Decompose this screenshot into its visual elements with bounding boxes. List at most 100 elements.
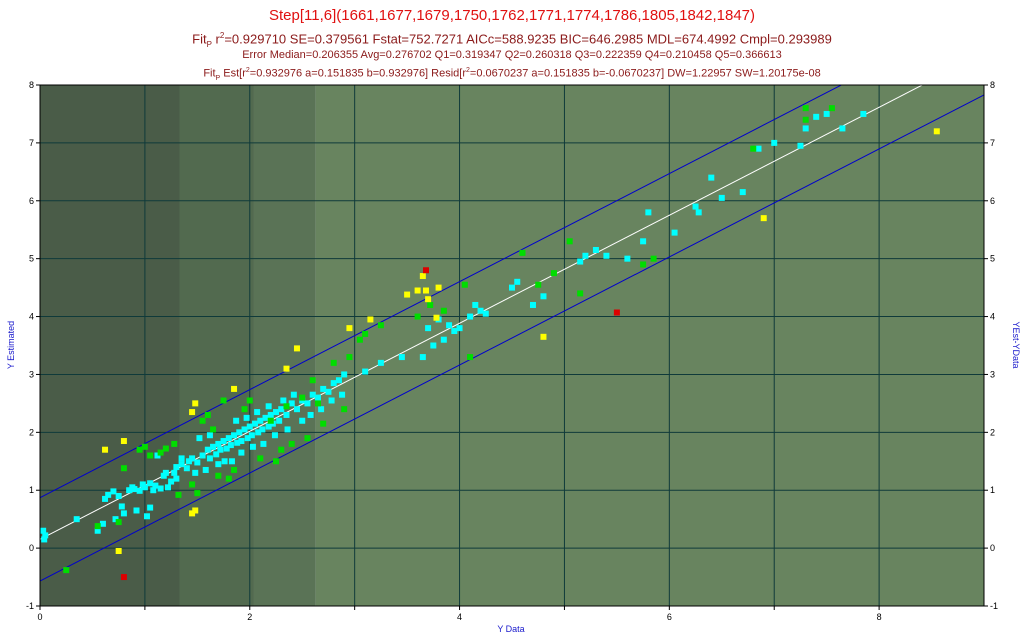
y-tick-label: 8 xyxy=(29,80,34,90)
data-point-cyan xyxy=(217,446,224,453)
data-point-yellow xyxy=(192,507,199,514)
y-tick-label: 5 xyxy=(29,254,34,264)
lower-band-line xyxy=(40,94,984,582)
data-point-cyan xyxy=(164,484,171,491)
data-point-cyan xyxy=(509,284,515,291)
data-point-cyan xyxy=(813,113,820,120)
data-point-cyan xyxy=(252,420,259,427)
data-point-cyan xyxy=(482,310,489,317)
data-point-cyan xyxy=(192,469,199,476)
data-point-cyan xyxy=(40,527,47,534)
data-point-cyan xyxy=(173,464,180,471)
data-point-yellow xyxy=(115,548,122,555)
data-point-cyan xyxy=(592,246,599,253)
data-point-cyan xyxy=(273,409,279,416)
y-tick-label: 2 xyxy=(29,427,34,437)
data-point-cyan xyxy=(430,342,437,349)
data-point-cyan xyxy=(695,209,702,216)
data-point-cyan xyxy=(204,446,211,453)
fit-stats-line: FitP r2=0.929710 SE=0.379561 Fstat=752.7… xyxy=(0,28,1024,53)
data-point-cyan xyxy=(477,307,484,314)
data-point-red xyxy=(422,267,429,274)
data-point-green xyxy=(157,449,164,456)
data-point-cyan xyxy=(265,403,272,410)
data-point-green xyxy=(246,397,253,404)
data-point-cyan xyxy=(755,145,762,152)
data-point-cyan xyxy=(419,354,426,361)
data-point-cyan xyxy=(152,482,159,489)
data-point-cyan xyxy=(102,495,109,502)
data-point-green xyxy=(828,105,835,112)
data-point-red xyxy=(613,309,620,316)
data-point-cyan xyxy=(168,478,175,485)
data-point-cyan xyxy=(692,203,699,210)
data-point-cyan xyxy=(328,397,335,404)
data-point-green xyxy=(189,481,196,488)
data-point-cyan xyxy=(136,487,143,494)
x-tick-label: 6 xyxy=(667,612,672,622)
y-tick-label: 6 xyxy=(29,196,34,206)
data-point-green xyxy=(162,445,169,452)
data-point-cyan xyxy=(540,293,547,300)
data-point-cyan xyxy=(160,472,167,479)
error-stats-line: Error Median=0.206355 Avg=0.276702 Q1=0.… xyxy=(242,49,782,61)
data-point-yellow xyxy=(760,215,767,222)
chart-title: Step[11,6](1661,1677,1679,1750,1762,1771… xyxy=(269,7,755,24)
data-point-cyan xyxy=(330,380,337,387)
data-point-green xyxy=(356,336,363,343)
fit-prefix: Fit xyxy=(192,31,207,47)
data-point-cyan xyxy=(440,336,447,343)
data-point-cyan xyxy=(451,328,458,335)
fit-r: r xyxy=(211,31,220,47)
est-prefix: Fit xyxy=(203,67,216,80)
data-point-green xyxy=(63,567,70,574)
y-tick-label-right: 6 xyxy=(990,196,995,206)
data-point-cyan xyxy=(307,411,314,418)
data-point-green xyxy=(341,406,348,413)
est-c: =0.0670237 a=0.151835 b=-0.0670237] DW=1… xyxy=(469,67,821,80)
data-point-cyan xyxy=(671,229,678,236)
data-point-cyan xyxy=(126,487,133,494)
data-point-green xyxy=(136,446,143,453)
data-point-green xyxy=(199,417,206,424)
data-point-cyan xyxy=(236,429,243,436)
data-point-cyan xyxy=(708,174,715,181)
data-point-cyan xyxy=(120,510,127,517)
data-point-cyan xyxy=(215,440,222,447)
data-point-cyan xyxy=(41,536,48,543)
data-point-cyan xyxy=(154,452,161,459)
data-point-cyan xyxy=(171,469,178,476)
data-point-cyan xyxy=(73,516,80,523)
data-point-green xyxy=(535,281,542,288)
data-point-yellow xyxy=(404,291,411,298)
data-point-cyan xyxy=(472,301,479,308)
data-point-cyan xyxy=(514,278,521,285)
data-point-green xyxy=(120,465,127,472)
data-point-green xyxy=(346,354,353,361)
data-point-cyan xyxy=(115,493,122,500)
data-point-cyan xyxy=(529,301,536,308)
data-point-green xyxy=(362,330,369,337)
data-point-cyan xyxy=(283,411,290,418)
data-point-cyan xyxy=(141,484,148,491)
data-point-green xyxy=(171,440,178,447)
data-point-cyan xyxy=(173,475,180,482)
x-tick-label: 2 xyxy=(247,612,252,622)
data-point-cyan xyxy=(271,432,278,439)
y-tick-label-right: 8 xyxy=(990,80,995,90)
est-a: Est[r xyxy=(220,67,246,80)
data-point-cyan xyxy=(398,354,405,361)
y-axis-label-right: YEst-YData xyxy=(1011,321,1021,368)
fit-rest: =0.929710 SE=0.379561 Fstat=752.7271 AIC… xyxy=(224,31,832,47)
data-point-cyan xyxy=(233,417,240,424)
estimate-stats-line: FitP Est[r2=0.932976 a=0.151835 b=0.9329… xyxy=(0,64,1024,86)
data-point-cyan xyxy=(206,432,213,439)
data-point-green xyxy=(175,491,182,498)
data-point-cyan xyxy=(254,409,261,416)
data-point-green xyxy=(141,443,148,450)
data-point-cyan xyxy=(278,406,285,413)
data-point-cyan xyxy=(284,426,291,433)
data-point-cyan xyxy=(290,391,297,398)
data-point-yellow xyxy=(433,314,440,321)
data-point-cyan xyxy=(243,414,250,421)
